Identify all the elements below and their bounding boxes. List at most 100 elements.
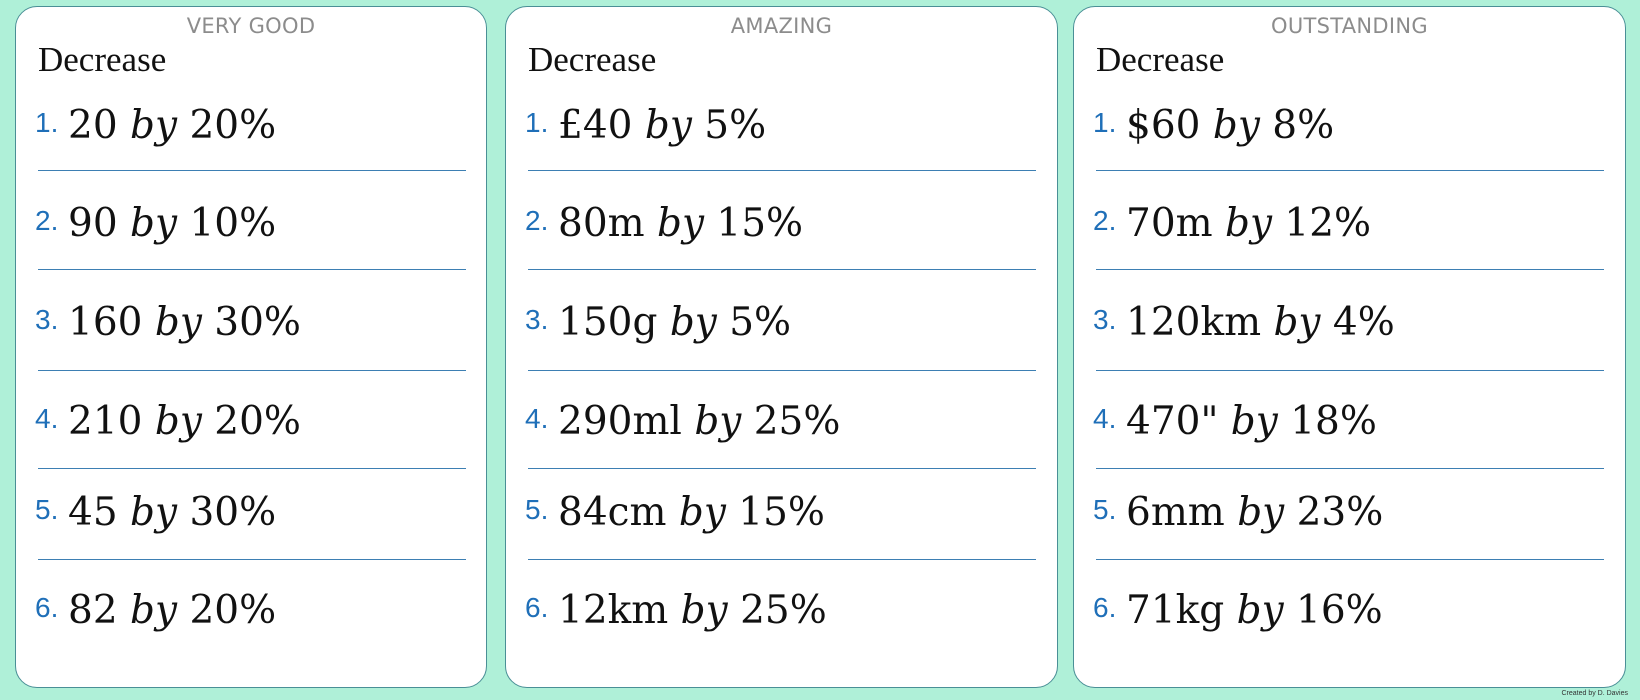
worksheet-card-amazing: AMAZING Decrease 1. £40 by 5% 2. 80m by 15… [505, 6, 1058, 688]
question-percent: 5% [729, 300, 792, 345]
question-by: by [694, 399, 742, 444]
card-heading: Decrease [528, 40, 657, 79]
question-item: 4. 210 by 20% [35, 399, 486, 449]
answer-line [38, 370, 466, 371]
worksheet-card-outstanding: OUTSTANDING Decrease 1. $60 by 8% 2. 70m b… [1073, 6, 1626, 688]
answer-line [38, 468, 466, 469]
question-amount: 120km [1126, 300, 1262, 345]
question-by: by [644, 103, 692, 148]
question-amount: 160 [68, 300, 143, 345]
answer-line [528, 269, 1036, 270]
answer-line [528, 559, 1036, 560]
question-expression: 290ml by 25% [558, 399, 840, 444]
answer-line [528, 170, 1036, 171]
question-percent: 25% [753, 399, 841, 444]
question-by: by [680, 588, 728, 633]
question-percent: 4% [1332, 300, 1395, 345]
question-expression: 80m by 15% [558, 201, 803, 246]
question-number: 1. [525, 107, 549, 138]
question-number: 1. [1093, 107, 1117, 138]
question-number: 2. [1093, 205, 1117, 236]
question-item: 2. 70m by 12% [1093, 201, 1625, 251]
question-percent: 16% [1296, 588, 1383, 633]
difficulty-level: VERY GOOD [186, 14, 316, 38]
question-item: 1. £40 by 5% [525, 103, 1057, 153]
question-by: by [130, 490, 178, 535]
answer-line [38, 269, 466, 270]
question-by: by [1273, 300, 1321, 345]
question-item: 5. 84cm by 15% [525, 490, 1057, 540]
question-number: 5. [1093, 494, 1117, 525]
question-item: 2. 80m by 15% [525, 201, 1057, 251]
question-percent: 8% [1272, 103, 1335, 148]
answer-line [528, 370, 1036, 371]
question-percent: 20% [189, 588, 277, 633]
question-amount: 150g [558, 300, 658, 345]
question-item: 4. 470" by 18% [1093, 399, 1625, 449]
question-amount: 70m [1126, 201, 1213, 246]
card-heading: Decrease [1096, 40, 1225, 79]
question-amount: 80m [558, 201, 645, 246]
question-expression: 90 by 10% [68, 201, 276, 246]
question-item: 6. 82 by 20% [35, 588, 486, 638]
question-amount: 470" [1126, 399, 1219, 444]
question-expression: 70m by 12% [1126, 201, 1371, 246]
answer-line [1096, 170, 1604, 171]
answer-line [1096, 370, 1604, 371]
question-amount: 71kg [1126, 588, 1225, 633]
question-expression: 6mm by 23% [1126, 490, 1383, 535]
question-percent: 5% [704, 103, 767, 148]
question-percent: 30% [189, 490, 277, 535]
question-amount: 290ml [558, 399, 682, 444]
difficulty-level: OUTSTANDING [1271, 14, 1428, 38]
question-amount: 6mm [1126, 490, 1225, 535]
question-expression: 150g by 5% [558, 300, 791, 345]
question-percent: 15% [738, 490, 825, 535]
question-number: 1. [35, 107, 59, 138]
question-number: 4. [35, 403, 59, 434]
question-by: by [130, 103, 178, 148]
question-item: 3. 120km by 4% [1093, 300, 1625, 350]
question-amount: 20 [68, 103, 118, 148]
question-expression: 12km by 25% [558, 588, 827, 633]
question-by: by [678, 490, 726, 535]
question-expression: £40 by 5% [558, 103, 766, 148]
question-number: 5. [525, 494, 549, 525]
question-by: by [154, 399, 202, 444]
question-expression: $60 by 8% [1126, 103, 1334, 148]
question-expression: 210 by 20% [68, 399, 301, 444]
question-percent: 23% [1296, 490, 1384, 535]
question-percent: 18% [1290, 399, 1377, 444]
question-by: by [657, 201, 705, 246]
question-percent: 20% [189, 103, 277, 148]
question-by: by [130, 201, 178, 246]
question-percent: 10% [189, 201, 277, 246]
question-item: 2. 90 by 10% [35, 201, 486, 251]
question-item: 1. 20 by 20% [35, 103, 486, 153]
question-number: 3. [525, 304, 549, 335]
question-amount: 45 [68, 490, 118, 535]
question-by: by [1230, 399, 1278, 444]
question-item: 3. 160 by 30% [35, 300, 486, 350]
question-expression: 45 by 30% [68, 490, 276, 535]
author-credit: Created by D. Davies [1561, 690, 1628, 697]
question-item: 3. 150g by 5% [525, 300, 1057, 350]
question-by: by [1237, 490, 1285, 535]
question-by: by [1236, 588, 1284, 633]
question-expression: 160 by 30% [68, 300, 301, 345]
answer-line [1096, 269, 1604, 270]
question-number: 2. [525, 205, 549, 236]
question-item: 5. 45 by 30% [35, 490, 486, 540]
question-amount: 210 [68, 399, 143, 444]
question-number: 6. [1093, 592, 1117, 623]
question-percent: 15% [716, 201, 804, 246]
question-expression: 470" by 18% [1126, 399, 1377, 444]
answer-line [1096, 559, 1604, 560]
answer-line [1096, 468, 1604, 469]
question-number: 3. [1093, 304, 1117, 335]
question-amount: $60 [1126, 103, 1201, 148]
question-percent: 30% [214, 300, 301, 345]
question-percent: 25% [740, 588, 827, 633]
question-item: 1. $60 by 8% [1093, 103, 1625, 153]
question-by: by [130, 588, 178, 633]
